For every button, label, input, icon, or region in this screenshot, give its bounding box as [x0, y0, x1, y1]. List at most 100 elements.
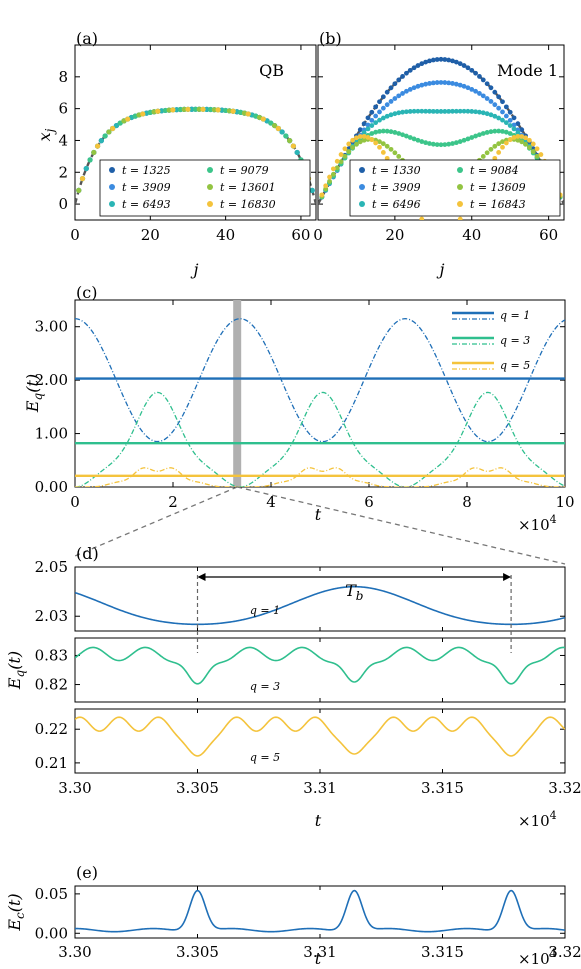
y-tick-label-a: 8: [58, 68, 68, 86]
annotation-qb: QB: [259, 61, 284, 80]
legend-entry-b: t = 13609: [470, 181, 526, 194]
data-point-b: [415, 137, 421, 143]
data-point-b: [423, 59, 429, 65]
data-point-b: [357, 139, 363, 145]
x-tick-label-d: 3.31: [303, 779, 336, 797]
y-tick-label-c: 0.00: [35, 478, 68, 496]
data-point-b: [438, 109, 444, 114]
data-point-b: [438, 80, 444, 85]
data-point-b: [427, 225, 432, 230]
y-axis-label-a: xj: [35, 128, 57, 141]
axis-ticks-d: 3.30 3.305 3.31 3.315 3.32 2.05 2.03 0.83 0.82 0.…: [35, 558, 581, 797]
x-tick-label-a: 60: [291, 226, 310, 244]
data-point-b: [365, 126, 371, 132]
data-point-b: [423, 221, 428, 226]
data-point-b: [511, 122, 517, 128]
period-marker: Tb: [196, 573, 512, 653]
data-point-b: [423, 140, 429, 146]
data-point-a: [174, 107, 180, 113]
data-point-b: [500, 144, 505, 150]
data-point-b: [384, 89, 390, 95]
series-q1-dashed: [75, 318, 565, 443]
data-point-b: [519, 134, 525, 139]
x-tick-label-c: 8: [462, 493, 472, 511]
data-point-a: [155, 108, 161, 114]
y-tick-label-d: 0.83: [35, 646, 68, 664]
data-point-b: [492, 155, 498, 161]
y-tick-label-d: 2.05: [35, 558, 68, 576]
data-point-b: [361, 130, 367, 135]
data-point-b: [503, 140, 509, 146]
data-point-b: [484, 81, 490, 87]
data-point-b: [457, 108, 463, 114]
x-tick-label-a: 20: [141, 226, 160, 244]
data-point-b: [503, 120, 509, 126]
zoom-line-right: [237, 486, 566, 565]
data-point-b: [388, 112, 394, 118]
data-point-b: [496, 105, 502, 111]
panel-label-b: (b): [319, 29, 342, 48]
x-tick-label-b: 60: [539, 226, 558, 244]
data-point-b: [484, 96, 490, 101]
data-point-b: [503, 113, 509, 119]
data-point-b: [342, 153, 348, 159]
data-point-b: [404, 70, 409, 76]
data-point-b: [446, 228, 451, 233]
data-point-b: [534, 146, 540, 152]
y-tick-label-a: 2: [58, 163, 68, 181]
data-point-b: [492, 143, 498, 149]
data-point-b: [454, 221, 459, 226]
axes-frame-a: [74, 44, 317, 221]
data-point-b: [511, 115, 517, 121]
x-multiplier-d: ×104: [518, 809, 557, 830]
data-point-b: [373, 104, 379, 110]
x-tick-label-e: 3.315: [421, 943, 464, 961]
data-point-b: [434, 80, 440, 85]
legend-entry-a: t = 16830: [220, 198, 276, 211]
data-point-a: [230, 108, 236, 114]
y-tick-label-a: 4: [58, 131, 68, 149]
data-point-b: [438, 142, 444, 148]
panel-d: (d) 3.30 3.305 3.31 3.315 3.32 2.05 2.03 0.83 0.…: [5, 544, 581, 830]
data-point-b: [396, 110, 402, 116]
data-point-b: [492, 89, 498, 95]
y-tick-label-c: 1.00: [35, 425, 68, 443]
data-point-b: [419, 61, 425, 67]
data-point-b: [384, 113, 390, 119]
legend-entry-c: q = 1: [500, 309, 530, 322]
data-point-b: [404, 133, 409, 139]
data-point-b: [515, 121, 521, 127]
y-tick-label-d: 0.22: [35, 720, 68, 738]
legend-entry-c: q = 5: [500, 359, 530, 372]
data-point-b: [319, 192, 325, 198]
data-point-b: [427, 141, 432, 146]
data-point-b: [534, 153, 540, 159]
data-point-b: [469, 67, 475, 73]
data-point-b: [373, 113, 379, 119]
legend-entry-a: t = 6493: [122, 198, 171, 211]
period-arrowhead-left: [197, 573, 206, 581]
x-axis-label-a: j: [191, 260, 199, 279]
data-point-b: [442, 80, 448, 85]
data-point-b: [400, 109, 405, 115]
data-point-b: [419, 216, 425, 220]
data-point-a: [170, 107, 176, 113]
data-point-b: [380, 150, 386, 155]
data-point-b: [473, 88, 478, 94]
data-point-b: [442, 57, 448, 62]
data-point-b: [330, 166, 336, 172]
data-point-b: [369, 117, 375, 123]
data-point-b: [461, 83, 467, 89]
data-point-b: [338, 159, 344, 165]
data-point-b: [377, 144, 382, 150]
data-point-b: [350, 137, 355, 143]
data-point-b: [392, 96, 398, 101]
axis-ticks-c: 0 2 4 6 8 10 0.00 1.00 2.00 3.00: [35, 300, 575, 511]
data-point-b: [423, 108, 429, 114]
data-point-a: [177, 106, 184, 113]
data-point-a: [162, 107, 168, 114]
data-point-b: [488, 146, 494, 152]
data-point-b: [365, 122, 371, 128]
data-point-b: [427, 81, 432, 86]
data-point-b: [496, 115, 502, 121]
